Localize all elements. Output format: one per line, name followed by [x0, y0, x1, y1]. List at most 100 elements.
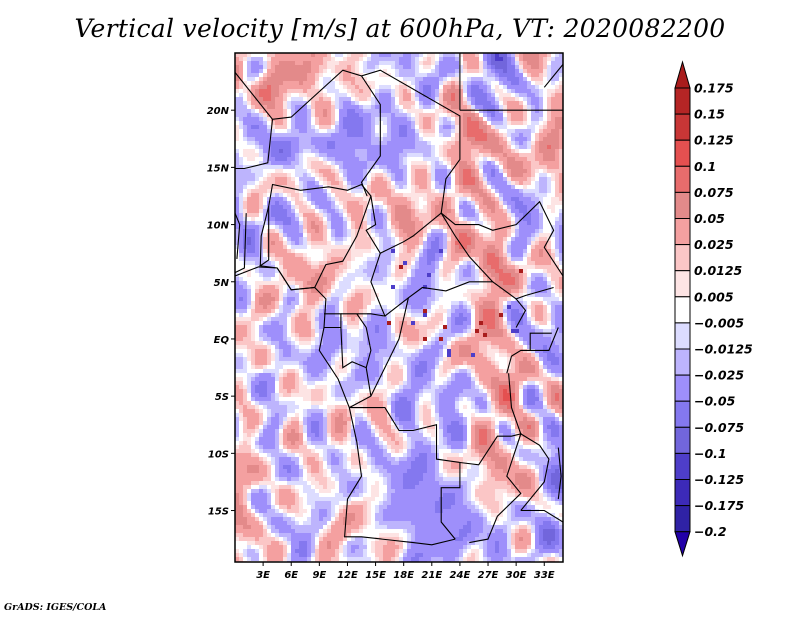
field-cell	[499, 189, 504, 194]
field-cell	[271, 65, 276, 70]
field-cell	[543, 185, 548, 190]
field-cell	[383, 261, 388, 266]
field-cell	[379, 249, 384, 254]
field-cell	[331, 81, 336, 86]
field-cell	[251, 241, 256, 246]
field-cell	[391, 117, 396, 122]
field-cell	[283, 285, 288, 290]
field-cell	[299, 201, 304, 206]
field-cell	[399, 177, 404, 182]
field-cell	[347, 281, 352, 286]
field-cell	[391, 265, 396, 270]
field-cell	[287, 181, 292, 186]
field-cell	[499, 101, 504, 106]
field-cell	[511, 97, 516, 102]
field-cell	[303, 65, 308, 70]
field-cell	[367, 201, 372, 206]
field-cell	[287, 61, 292, 66]
field-cell	[555, 193, 560, 198]
field-cell	[387, 113, 392, 118]
field-cell	[499, 145, 504, 150]
field-cell	[527, 161, 532, 166]
field-cell	[371, 157, 376, 162]
field-cell	[559, 89, 563, 94]
field-cell	[531, 189, 536, 194]
field-cell	[483, 181, 488, 186]
field-cell	[279, 193, 284, 198]
field-cell	[379, 273, 384, 278]
field-cell	[411, 85, 416, 90]
field-cell	[391, 269, 396, 274]
field-cell	[435, 153, 440, 158]
field-cell	[507, 161, 512, 166]
field-cell	[439, 277, 444, 282]
field-cell	[399, 141, 404, 146]
field-cell	[539, 97, 544, 102]
field-cell	[291, 117, 296, 122]
field-cell	[415, 273, 420, 278]
field-cell	[459, 145, 464, 150]
field-cell	[307, 273, 312, 278]
field-cell	[423, 149, 428, 154]
field-cell	[495, 93, 500, 98]
field-cell	[327, 109, 332, 114]
field-cell	[535, 157, 540, 162]
field-cell	[467, 157, 472, 162]
field-cell	[343, 245, 348, 250]
field-cell	[407, 53, 412, 58]
field-cell	[523, 253, 528, 258]
field-cell	[315, 213, 320, 218]
field-cell	[523, 153, 528, 158]
field-cell	[247, 129, 252, 134]
field-cell	[431, 61, 436, 66]
field-cell	[491, 221, 496, 226]
field-cell	[351, 289, 356, 294]
field-cell	[275, 141, 280, 146]
field-cell	[391, 105, 396, 110]
field-cell	[255, 253, 260, 258]
field-cell	[243, 85, 248, 90]
field-cell	[379, 97, 384, 102]
field-cell	[291, 173, 296, 178]
field-cell	[259, 205, 264, 210]
field-cell	[443, 81, 448, 86]
field-cell	[499, 93, 504, 98]
field-cell	[487, 269, 492, 274]
field-cell	[243, 189, 248, 194]
field-cell	[415, 201, 420, 206]
field-cell	[383, 53, 388, 58]
field-cell	[311, 265, 316, 270]
field-cell	[331, 117, 336, 122]
field-cell	[535, 281, 540, 286]
field-cell	[339, 109, 344, 114]
field-cell	[479, 229, 484, 234]
field-cell	[551, 69, 556, 74]
field-cell	[551, 225, 556, 230]
field-cell	[311, 293, 316, 298]
field-cell	[411, 273, 416, 278]
field-cell	[547, 205, 552, 210]
field-cell	[387, 101, 392, 106]
field-cell	[399, 273, 404, 278]
field-cell	[423, 157, 428, 162]
field-cell	[315, 121, 320, 126]
field-cell	[311, 237, 316, 242]
field-cell	[371, 277, 376, 282]
field-cell	[471, 277, 476, 282]
field-cell	[475, 65, 480, 70]
field-cell	[439, 241, 444, 246]
field-cell	[527, 213, 532, 218]
field-cell	[267, 157, 272, 162]
field-cell	[235, 205, 240, 210]
field-cell	[431, 189, 436, 194]
field-cell	[435, 157, 440, 162]
field-cell	[551, 221, 556, 226]
field-cell	[463, 105, 468, 110]
field-cell	[279, 289, 284, 294]
field-cell	[387, 197, 392, 202]
field-cell	[383, 269, 388, 274]
field-cell	[411, 149, 416, 154]
field-cell	[255, 185, 260, 190]
field-cell	[435, 117, 440, 122]
field-cell	[279, 237, 284, 242]
